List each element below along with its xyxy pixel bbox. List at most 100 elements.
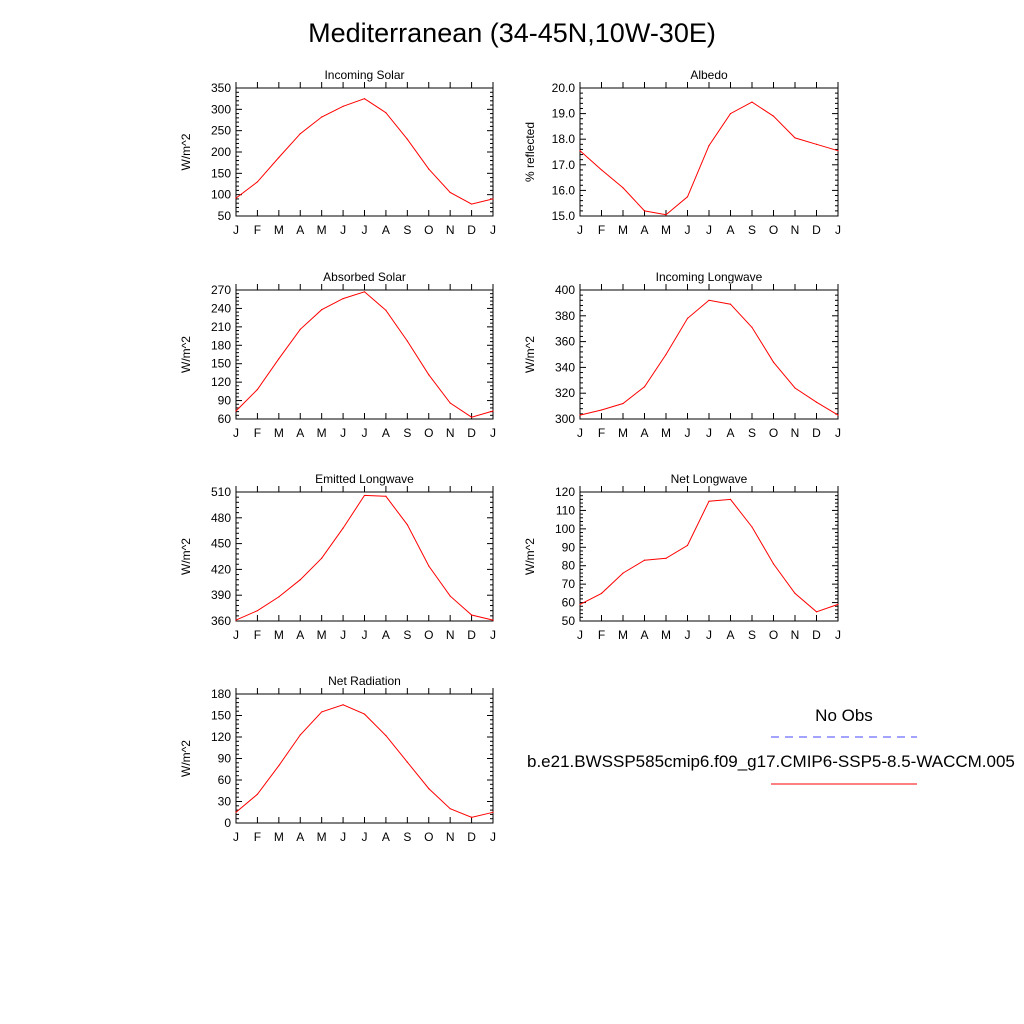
x-tick-label: J bbox=[706, 628, 712, 642]
x-tick-label: S bbox=[748, 223, 756, 237]
x-tick-label: O bbox=[769, 223, 778, 237]
y-axis-label: W/m^2 bbox=[179, 538, 193, 575]
y-tick-label: 80 bbox=[562, 559, 576, 573]
x-tick-label: J bbox=[835, 426, 841, 440]
x-tick-label: J bbox=[577, 223, 583, 237]
data-point bbox=[342, 704, 344, 706]
x-tick-label: J bbox=[490, 830, 496, 844]
x-tick-label: J bbox=[233, 426, 239, 440]
y-tick-label: 270 bbox=[211, 283, 231, 297]
x-tick-label: D bbox=[467, 223, 476, 237]
x-tick-label: J bbox=[340, 830, 346, 844]
data-point bbox=[299, 734, 301, 736]
chart-incoming-longwave: Incoming Longwave W/m^2 300 320 340 360 380 400… bbox=[523, 270, 841, 440]
x-tick-label: S bbox=[403, 223, 411, 237]
data-point bbox=[235, 197, 237, 199]
data-point bbox=[837, 603, 839, 606]
y-axis-label: W/m^2 bbox=[523, 538, 537, 575]
chart-albedo: Albedo % reflected 15.0 16.0 17.0 18.0 19.0 20.… bbox=[523, 68, 841, 237]
data-point bbox=[686, 544, 689, 547]
data-point bbox=[600, 592, 603, 594]
data-point bbox=[492, 811, 494, 813]
x-tick-label: F bbox=[598, 426, 605, 440]
x-tick-label: M bbox=[274, 830, 284, 844]
x-tick-label: J bbox=[490, 628, 496, 642]
data-point bbox=[794, 387, 796, 389]
y-tick-label: 210 bbox=[211, 320, 231, 334]
y-tick-label: 450 bbox=[211, 537, 231, 551]
x-tick-label: O bbox=[424, 223, 433, 237]
x-tick-label: M bbox=[661, 223, 671, 237]
data-point bbox=[772, 115, 775, 117]
data-point bbox=[449, 808, 451, 810]
x-tick-label: N bbox=[791, 223, 800, 237]
x-tick-label: M bbox=[618, 223, 628, 237]
data-point bbox=[579, 603, 581, 606]
x-tick-label: J bbox=[362, 426, 368, 440]
x-tick-label: M bbox=[317, 223, 327, 237]
data-point bbox=[256, 181, 259, 183]
x-tick-label: J bbox=[490, 223, 496, 237]
data-point bbox=[278, 765, 280, 767]
x-tick-label: J bbox=[835, 223, 841, 237]
x-tick-label: J bbox=[706, 223, 712, 237]
legend-obs-label: No Obs bbox=[815, 706, 873, 725]
data-point bbox=[794, 137, 796, 139]
x-tick-label: J bbox=[362, 830, 368, 844]
chart-title: Incoming Longwave bbox=[656, 270, 763, 284]
y-tick-label: 510 bbox=[211, 485, 231, 499]
x-tick-label: J bbox=[835, 628, 841, 642]
data-point bbox=[299, 133, 301, 135]
data-point bbox=[470, 614, 473, 616]
legend-model-label: b.e21.BWSSP585cmip6.f09_g17.CMIP6-SSP5-8… bbox=[527, 752, 1015, 771]
data-point bbox=[622, 187, 624, 189]
data-point bbox=[492, 198, 494, 200]
x-tick-label: J bbox=[362, 223, 368, 237]
x-tick-label: F bbox=[254, 830, 261, 844]
data-point bbox=[235, 410, 237, 412]
y-tick-label: 180 bbox=[211, 338, 231, 352]
data-point bbox=[729, 303, 732, 305]
x-tick-label: S bbox=[748, 426, 756, 440]
data-point bbox=[299, 579, 301, 581]
data-point bbox=[837, 150, 839, 152]
y-tick-label: 150 bbox=[211, 166, 231, 180]
data-point bbox=[751, 326, 753, 329]
x-tick-label: M bbox=[618, 628, 628, 642]
y-tick-label: 390 bbox=[211, 588, 231, 602]
data-point bbox=[665, 557, 667, 559]
data-point bbox=[428, 168, 430, 170]
data-point bbox=[622, 572, 624, 574]
data-point bbox=[492, 410, 494, 412]
data-point bbox=[385, 495, 387, 497]
data-point bbox=[235, 811, 237, 813]
x-tick-label: J bbox=[340, 223, 346, 237]
x-tick-label: S bbox=[403, 426, 411, 440]
x-tick-label: D bbox=[467, 830, 476, 844]
data-point bbox=[708, 299, 710, 301]
x-tick-label: O bbox=[424, 830, 433, 844]
y-tick-label: 200 bbox=[211, 145, 231, 159]
data-point bbox=[406, 761, 408, 763]
x-tick-label: J bbox=[233, 628, 239, 642]
data-point bbox=[579, 150, 581, 152]
data-point bbox=[363, 98, 366, 100]
data-point bbox=[708, 500, 710, 502]
x-tick-label: J bbox=[233, 830, 239, 844]
y-tick-label: 120 bbox=[555, 485, 575, 499]
y-tick-label: 350 bbox=[211, 81, 231, 95]
y-tick-label: 90 bbox=[562, 540, 576, 554]
chart-title: Albedo bbox=[690, 68, 728, 82]
x-tick-label: D bbox=[812, 223, 821, 237]
x-tick-label: M bbox=[274, 223, 284, 237]
x-tick-label: A bbox=[296, 628, 304, 642]
chart-title: Absorbed Solar bbox=[323, 270, 406, 284]
data-point bbox=[406, 524, 408, 526]
y-axis-label: % reflected bbox=[523, 122, 537, 182]
y-tick-label: 360 bbox=[555, 335, 575, 349]
x-tick-label: A bbox=[382, 223, 390, 237]
x-tick-label: J bbox=[490, 426, 496, 440]
y-tick-label: 340 bbox=[555, 360, 575, 374]
